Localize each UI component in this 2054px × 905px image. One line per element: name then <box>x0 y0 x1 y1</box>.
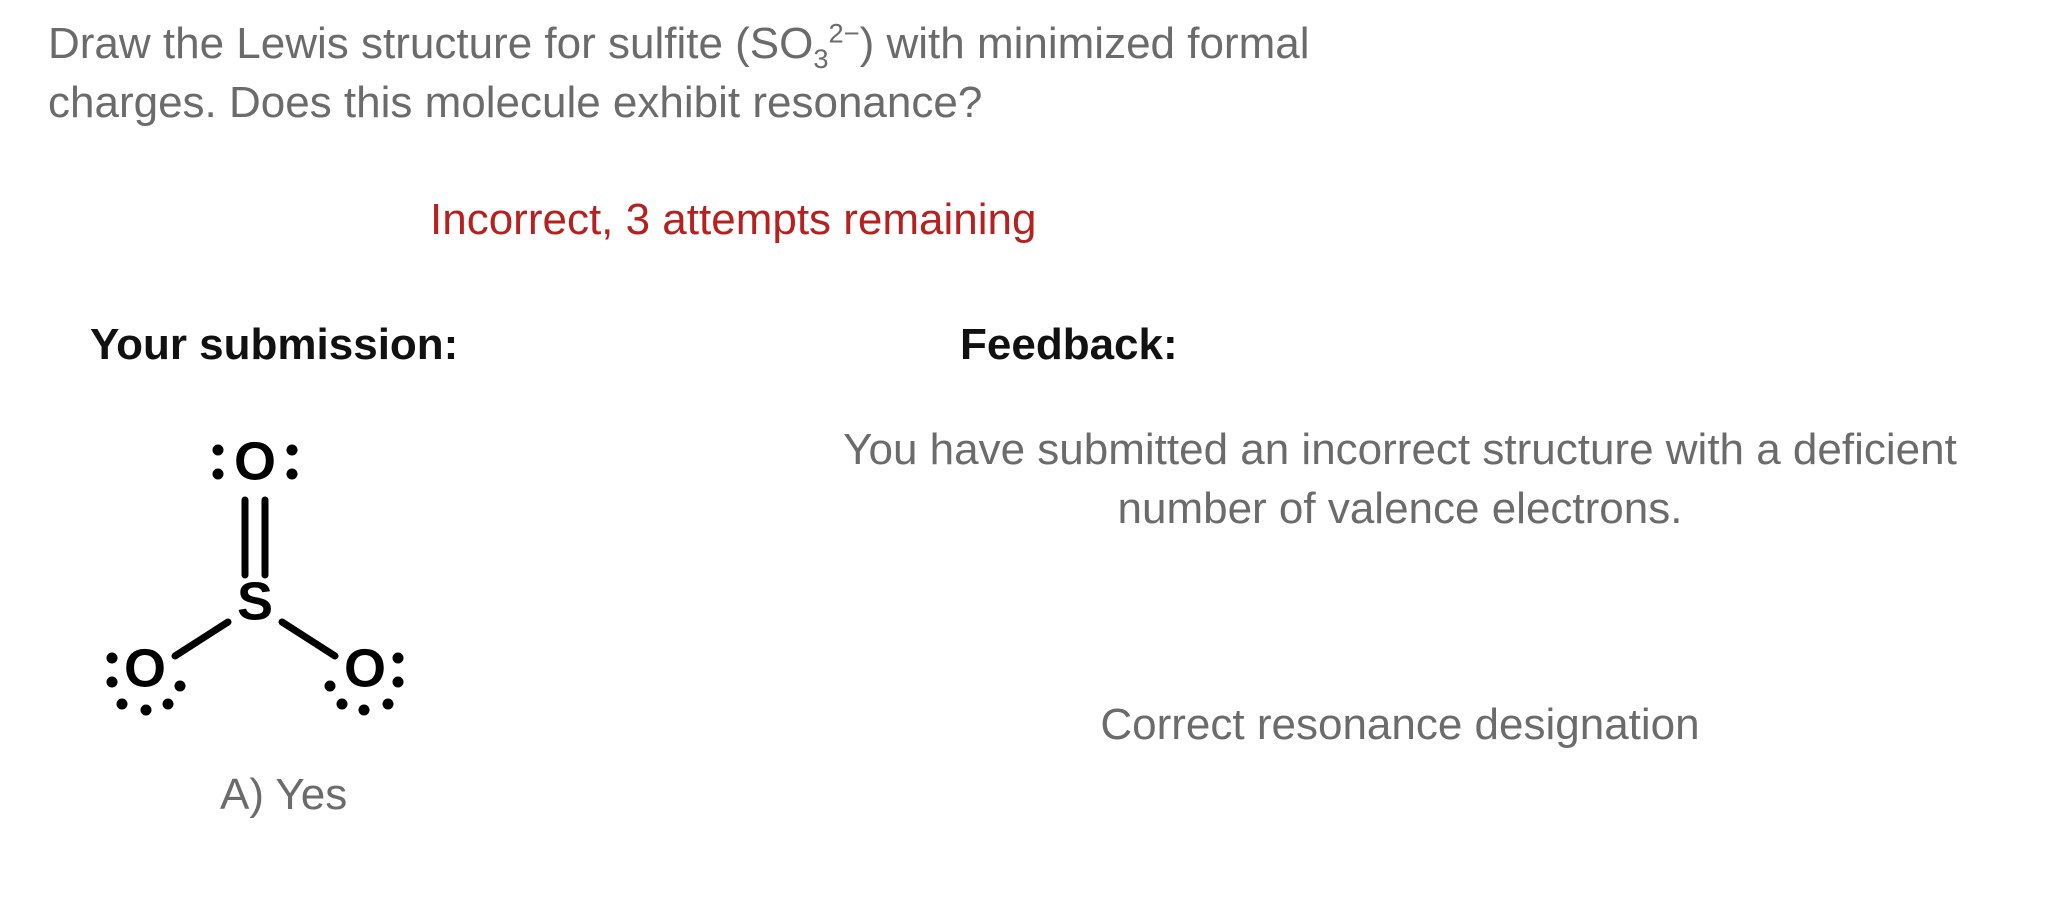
question-formula-sub: 3 <box>813 19 828 68</box>
question-prefix: Draw the Lewis structure for sulfite (SO <box>48 19 813 68</box>
svg-text:O: O <box>124 638 166 698</box>
question-prompt: Draw the Lewis structure for sulfite (SO… <box>48 14 1448 133</box>
svg-text:S: S <box>237 571 273 631</box>
feedback-structure-message: You have submitted an incorrect structur… <box>820 420 1980 539</box>
attempt-status: Incorrect, 3 attempts remaining <box>430 195 1036 245</box>
svg-text:O: O <box>234 431 276 491</box>
lewis-structure-svg: S O O O <box>90 410 420 740</box>
feedback-resonance-message: Correct resonance designation <box>820 700 1980 750</box>
question-formula-sup: 2− <box>829 19 860 68</box>
svg-text:O: O <box>344 638 386 698</box>
resonance-answer-choice: A) Yes <box>220 770 347 820</box>
lewis-structure-display: S O O O <box>90 410 510 750</box>
submission-heading: Your submission: <box>90 320 458 370</box>
feedback-heading: Feedback: <box>960 320 1178 370</box>
